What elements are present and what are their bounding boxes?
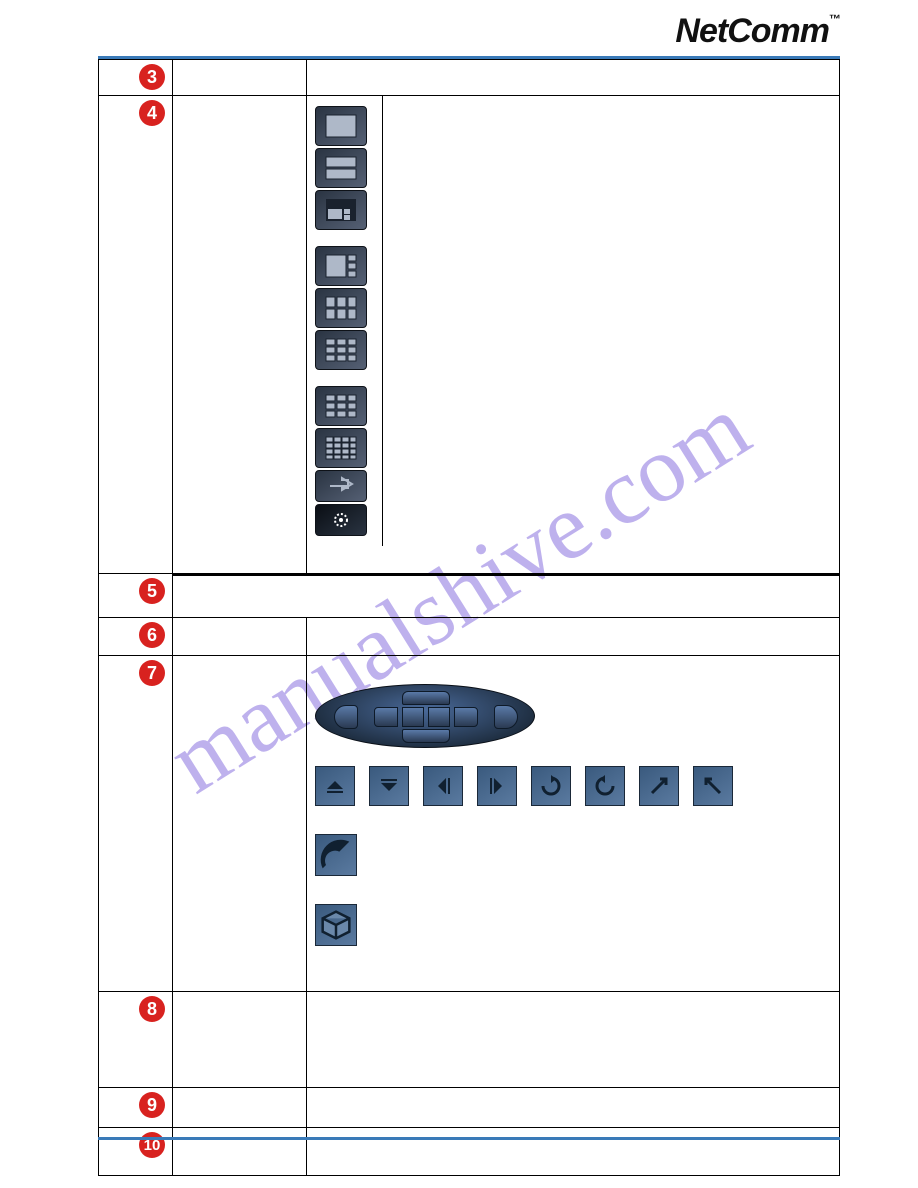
badge-7: 7 [139,660,165,686]
badge-3: 3 [139,64,165,90]
brand-logo: NetComm™ [675,12,840,51]
cube-icon[interactable] [315,904,357,946]
cell-4c [307,96,840,574]
badge-6: 6 [139,622,165,648]
cell-10b [173,1128,307,1176]
satellite-icon[interactable] [315,834,357,876]
view-3x3-icon[interactable] [315,330,367,370]
sequence-icon[interactable] [315,504,367,536]
view-4x4-icon[interactable] [315,428,367,468]
view-icon-column [307,96,383,546]
cell-7c [307,656,840,992]
badge-4: 4 [139,100,165,126]
cell-4b [173,96,307,574]
view-3x3b-icon[interactable] [315,386,367,426]
dir-left-icon[interactable] [423,766,463,806]
badge-5: 5 [139,578,165,604]
dir-right-icon[interactable] [477,766,517,806]
badge-10: 10 [139,1132,165,1158]
cell-3c [307,60,840,96]
cell-10c [307,1128,840,1176]
feature-table: 3 4 [98,59,840,1176]
brand-text: NetComm [675,12,829,50]
view-2h-icon[interactable] [315,148,367,188]
cell-8c [307,992,840,1088]
cell-3b [173,60,307,96]
dir-diag-a-icon[interactable] [639,766,679,806]
badge-9: 9 [139,1092,165,1118]
cell-8b [173,992,307,1088]
cell-badge-3: 3 [99,60,173,96]
view-pip-icon[interactable] [315,190,367,230]
dir-rot-cw-icon[interactable] [531,766,571,806]
view-1-5-icon[interactable] [315,246,367,286]
cell-9b [173,1088,307,1128]
trademark: ™ [829,12,840,26]
cell-badge-8: 8 [99,992,173,1088]
cell-6b [173,618,307,656]
view-1-icon[interactable] [315,106,367,146]
cell-badge-5: 5 [99,574,173,618]
cell-9c [307,1088,840,1128]
badge-8: 8 [139,996,165,1022]
direction-buttons [315,766,839,806]
cell-6c [307,618,840,656]
cell-badge-10: 10 [99,1128,173,1176]
dir-rot-ccw-icon[interactable] [585,766,625,806]
dir-down-icon[interactable] [369,766,409,806]
cell-badge-9: 9 [99,1088,173,1128]
rotate-icon[interactable] [315,470,367,502]
ptz-controller[interactable] [315,684,535,748]
footer-rule [98,1137,840,1140]
cell-badge-6: 6 [99,618,173,656]
dir-up-icon[interactable] [315,766,355,806]
cell-badge-7: 7 [99,656,173,992]
cell-7b [173,656,307,992]
cell-badge-4: 4 [99,96,173,574]
dir-diag-b-icon[interactable] [693,766,733,806]
cell-5bc [173,574,840,618]
view-3x2-icon[interactable] [315,288,367,328]
